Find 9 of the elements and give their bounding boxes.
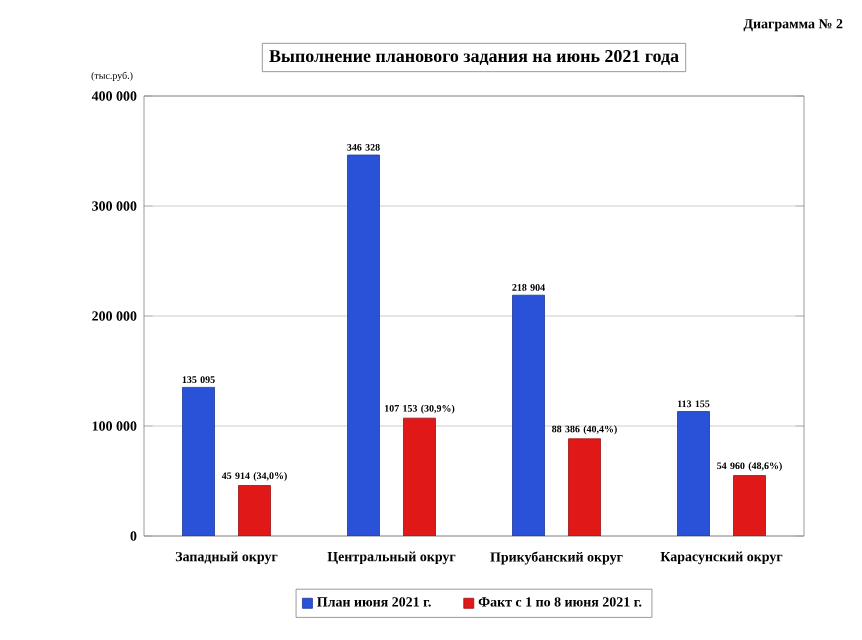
chart-title: Выполнение планового задания на июнь 2021 года <box>269 49 679 66</box>
bar <box>347 154 380 536</box>
bar <box>182 387 215 536</box>
bar <box>568 438 601 536</box>
bar <box>733 475 766 536</box>
bar <box>403 417 436 536</box>
bar <box>512 294 545 536</box>
bar <box>677 411 710 536</box>
bar <box>238 485 271 536</box>
